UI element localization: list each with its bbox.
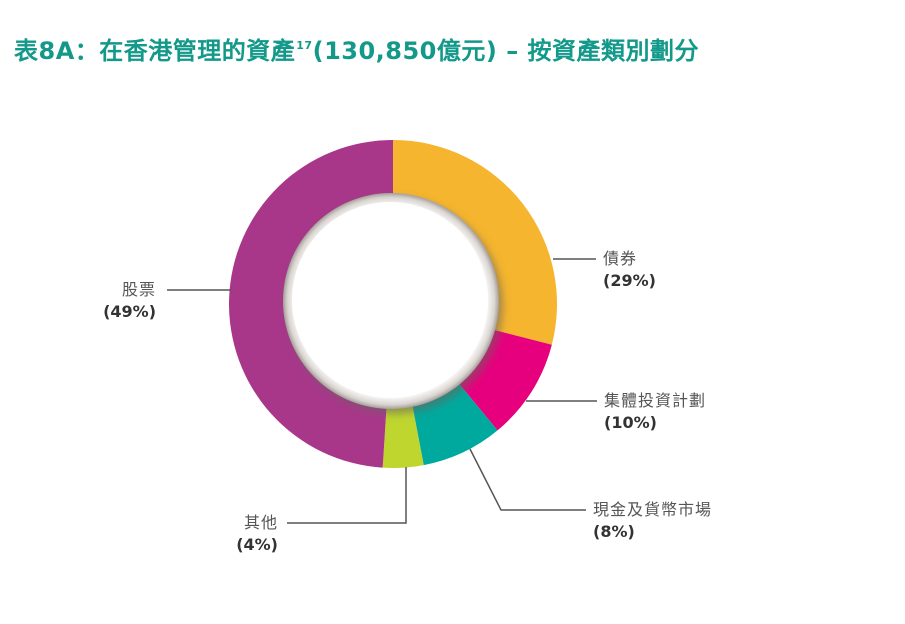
label-cash: 現金及貨幣市場 (8%) bbox=[593, 499, 712, 543]
chart-title: 表8A：在香港管理的資產17(130,850億元) – 按資產類別劃分 bbox=[14, 31, 699, 66]
label-cis: 集體投資計劃 (10%) bbox=[604, 390, 706, 434]
label-bonds: 債券 (29%) bbox=[603, 248, 656, 292]
label-bonds-pct: (29%) bbox=[603, 271, 656, 290]
leader-line-cash bbox=[469, 448, 586, 511]
segment-equities bbox=[228, 140, 393, 468]
leader-lines bbox=[167, 258, 597, 524]
label-others-name: 其他 bbox=[243, 513, 278, 532]
label-equities: 股票 (49%) bbox=[103, 279, 156, 323]
label-others: 其他 (4%) bbox=[236, 512, 278, 556]
footnote-ref: 17 bbox=[296, 39, 313, 52]
label-bonds-name: 債券 bbox=[603, 249, 638, 268]
label-cis-pct: (10%) bbox=[604, 413, 657, 432]
label-equities-name: 股票 bbox=[121, 280, 156, 299]
label-cis-name: 集體投資計劃 bbox=[604, 391, 707, 410]
donut-center-face bbox=[292, 202, 488, 398]
segment-cash bbox=[411, 381, 498, 466]
chart-title-suffix: (130,850億元) – 按資產類別劃分 bbox=[312, 37, 700, 65]
label-cash-name: 現金及貨幣市場 bbox=[593, 500, 713, 519]
leader-line-others bbox=[287, 467, 407, 524]
label-cash-pct: (8%) bbox=[593, 522, 635, 541]
label-equities-pct: (49%) bbox=[103, 302, 156, 321]
label-others-pct: (4%) bbox=[236, 535, 278, 554]
chart-title-main: 表8A：在香港管理的資產 bbox=[14, 37, 296, 65]
segment-others bbox=[382, 402, 424, 468]
